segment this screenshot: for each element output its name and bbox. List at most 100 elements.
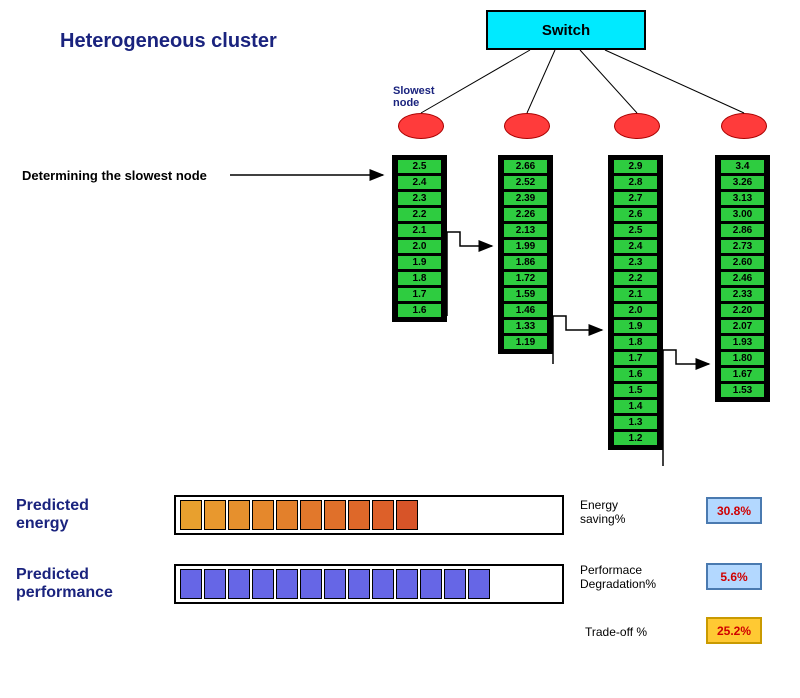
freq-cell: 1.6 (397, 303, 442, 318)
freq-cell: 1.8 (397, 271, 442, 286)
perf-segment (396, 569, 418, 599)
freq-cell: 1.7 (613, 351, 658, 366)
node-ellipse-1 (504, 113, 550, 139)
perf-segment (300, 569, 322, 599)
freq-cell: 2.1 (397, 223, 442, 238)
freq-cell: 1.3 (613, 415, 658, 430)
node-column-0: 2.52.42.32.22.12.01.91.81.71.6 (392, 155, 447, 322)
freq-cell: 2.46 (720, 271, 765, 286)
freq-cell: 1.19 (503, 335, 548, 350)
switch-label: Switch (542, 22, 590, 39)
freq-cell: 1.99 (503, 239, 548, 254)
freq-cell: 2.9 (613, 159, 658, 174)
freq-cell: 2.60 (720, 255, 765, 270)
freq-cell: 1.8 (613, 335, 658, 350)
freq-cell: 2.86 (720, 223, 765, 238)
energy-bar (174, 495, 564, 535)
perf-segment (348, 569, 370, 599)
perf-segment (180, 569, 202, 599)
freq-cell: 1.59 (503, 287, 548, 302)
freq-cell: 2.5 (397, 159, 442, 174)
freq-cell: 2.33 (720, 287, 765, 302)
perf-segment (228, 569, 250, 599)
freq-cell: 2.3 (613, 255, 658, 270)
freq-cell: 3.26 (720, 175, 765, 190)
freq-cell: 1.9 (613, 319, 658, 334)
freq-cell: 1.5 (613, 383, 658, 398)
energy-segment (396, 500, 418, 530)
perf-degradation-value: 5.6% (706, 563, 762, 590)
diagram-title: Heterogeneous cluster (60, 30, 277, 53)
energy-segment (324, 500, 346, 530)
freq-cell: 1.7 (397, 287, 442, 302)
freq-cell: 2.07 (720, 319, 765, 334)
freq-cell: 2.26 (503, 207, 548, 222)
freq-cell: 2.0 (397, 239, 442, 254)
freq-cell: 2.1 (613, 287, 658, 302)
freq-cell: 1.80 (720, 351, 765, 366)
freq-cell: 1.46 (503, 303, 548, 318)
freq-cell: 2.52 (503, 175, 548, 190)
freq-cell: 2.2 (397, 207, 442, 222)
switch-box: Switch (486, 10, 646, 50)
freq-cell: 1.93 (720, 335, 765, 350)
perf-segment (324, 569, 346, 599)
performance-bar (174, 564, 564, 604)
freq-cell: 2.3 (397, 191, 442, 206)
node-ellipse-0 (398, 113, 444, 139)
freq-cell: 2.73 (720, 239, 765, 254)
predicted-energy-label: Predicted energy (16, 497, 89, 533)
energy-segment (252, 500, 274, 530)
energy-segment (180, 500, 202, 530)
freq-cell: 2.4 (613, 239, 658, 254)
determining-label: Determining the slowest node (22, 168, 207, 183)
freq-cell: 2.66 (503, 159, 548, 174)
node-ellipse-2 (614, 113, 660, 139)
freq-cell: 1.9 (397, 255, 442, 270)
freq-cell: 1.86 (503, 255, 548, 270)
freq-cell: 1.6 (613, 367, 658, 382)
perf-segment (444, 569, 466, 599)
freq-cell: 2.7 (613, 191, 658, 206)
predicted-performance-label: Predicted performance (16, 566, 113, 602)
freq-cell: 3.4 (720, 159, 765, 174)
freq-cell: 1.53 (720, 383, 765, 398)
energy-segment (372, 500, 394, 530)
tradeoff-label: Trade-off % (585, 625, 647, 639)
perf-segment (276, 569, 298, 599)
perf-segment (372, 569, 394, 599)
energy-segment (348, 500, 370, 530)
energy-saving-value: 30.8% (706, 497, 762, 524)
freq-cell: 2.13 (503, 223, 548, 238)
freq-cell: 2.8 (613, 175, 658, 190)
perf-segment (204, 569, 226, 599)
energy-segment (228, 500, 250, 530)
node-column-1: 2.662.522.392.262.131.991.861.721.591.46… (498, 155, 553, 354)
freq-cell: 1.33 (503, 319, 548, 334)
freq-cell: 3.13 (720, 191, 765, 206)
tradeoff-value: 25.2% (706, 617, 762, 644)
freq-cell: 2.39 (503, 191, 548, 206)
energy-segment (204, 500, 226, 530)
freq-cell: 2.6 (613, 207, 658, 222)
freq-cell: 1.72 (503, 271, 548, 286)
node-column-3: 3.43.263.133.002.862.732.602.462.332.202… (715, 155, 770, 402)
energy-segment (276, 500, 298, 530)
perf-segment (468, 569, 490, 599)
perf-degradation-label: Performace Degradation% (580, 563, 656, 591)
freq-cell: 2.5 (613, 223, 658, 238)
freq-cell: 1.4 (613, 399, 658, 414)
energy-segment (300, 500, 322, 530)
node-column-2: 2.92.82.72.62.52.42.32.22.12.01.91.81.71… (608, 155, 663, 450)
freq-cell: 2.0 (613, 303, 658, 318)
freq-cell: 2.2 (613, 271, 658, 286)
freq-cell: 3.00 (720, 207, 765, 222)
perf-segment (420, 569, 442, 599)
freq-cell: 1.67 (720, 367, 765, 382)
energy-saving-label: Energy saving% (580, 498, 625, 526)
perf-segment (252, 569, 274, 599)
slowest-node-label: Slowestnode (393, 85, 435, 109)
freq-cell: 2.20 (720, 303, 765, 318)
node-ellipse-3 (721, 113, 767, 139)
freq-cell: 2.4 (397, 175, 442, 190)
